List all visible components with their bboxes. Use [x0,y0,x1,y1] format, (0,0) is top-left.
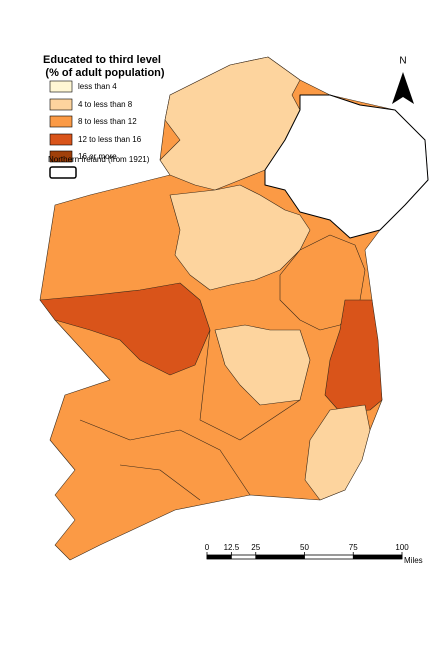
north-label: N [399,56,406,67]
scale-label: 100 [395,543,409,552]
legend-label: less than 4 [78,82,117,91]
region [304,404,371,501]
scale-label: 25 [251,543,260,552]
legend-swatch [49,150,73,163]
legend-label: 16 or more [78,152,117,161]
scale-bar: 0 12.5 25 50 75 100 Miles [205,543,423,565]
legend-label: 4 to less than 8 [78,100,133,109]
region [214,324,311,406]
scale-label: 0 [205,543,210,552]
legend-title: (% of adult population) [45,67,164,79]
scale-unit: Miles [404,556,423,565]
scale-label: 50 [300,543,309,552]
scale-segment [353,555,402,559]
legend: less than 4 4 to less than 8 8 to less tha… [48,80,150,179]
border [119,464,201,501]
legend-title: Educated to third level [43,54,161,66]
region [39,282,211,376]
border [199,329,301,441]
legend-swatch [49,80,73,93]
legend-label: 8 to less than 12 [78,117,137,126]
scale-label: 12.5 [224,543,240,552]
border [79,419,251,496]
map-regions [39,56,429,561]
scale-segment [255,555,305,559]
region [169,184,311,291]
legend-label: Northern Ireland (from 1921) [48,155,150,164]
scale-segment [207,555,232,559]
legend-swatch [49,98,73,111]
legend-swatch [49,133,73,146]
legend-swatch [49,166,77,179]
northern-ireland [264,94,429,239]
north-arrow [392,72,414,104]
legend-label: 12 to less than 16 [78,135,142,144]
legend-swatch [49,115,73,128]
scale-label: 75 [349,543,358,552]
